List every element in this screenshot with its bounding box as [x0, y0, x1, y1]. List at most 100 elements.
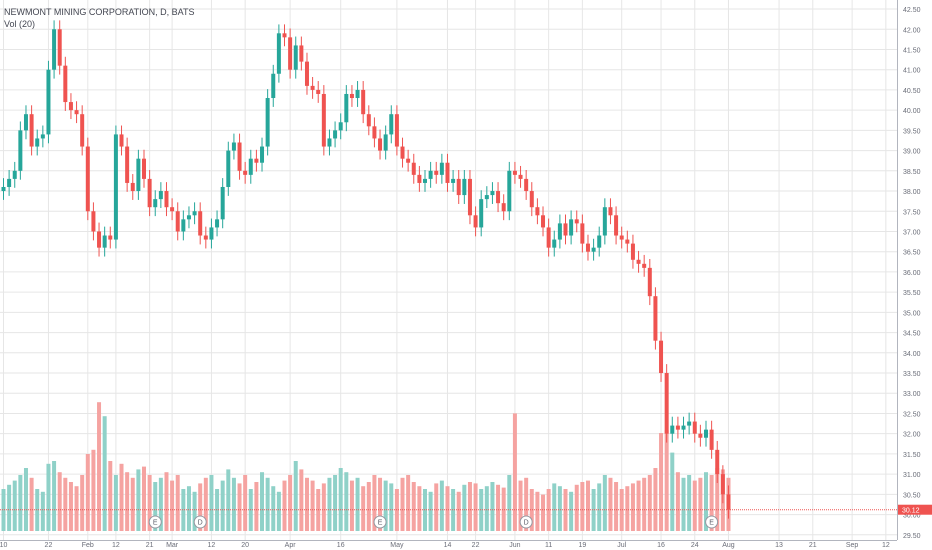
y-tick-label: 31.00	[903, 472, 921, 479]
volume-bar	[288, 475, 293, 531]
candle-body	[439, 162, 444, 175]
volume-bar	[142, 466, 146, 531]
candle-body	[614, 215, 619, 236]
last-price-badge	[898, 504, 932, 515]
volume-bar	[445, 486, 450, 531]
candle-body	[321, 93, 326, 147]
x-tick-label: 21	[146, 542, 154, 549]
volume-bar	[164, 472, 169, 531]
event-marker-circle	[705, 515, 719, 529]
volume-bar	[602, 475, 607, 531]
candle-body	[619, 235, 624, 240]
volume-bar	[344, 472, 349, 531]
candle-body	[653, 296, 658, 341]
candle-body	[108, 235, 113, 240]
volume-bar	[625, 486, 630, 531]
y-tick-label: 29.50	[903, 533, 921, 540]
x-tick-label: Aug	[722, 542, 735, 549]
candle-body	[378, 138, 383, 151]
candle-body	[355, 89, 360, 99]
x-tick-label: Mar	[166, 542, 179, 549]
candle-body	[417, 174, 422, 183]
event-marker-circle	[519, 515, 533, 529]
candle-body	[80, 114, 85, 147]
candle-body	[501, 203, 506, 212]
volume-bar	[479, 489, 484, 531]
candle-body	[625, 239, 630, 244]
event-marker[interactable]: E	[705, 515, 719, 529]
candle-body	[445, 162, 450, 183]
x-tick-label: 12	[208, 542, 216, 549]
candle-body	[35, 138, 40, 147]
volume-bar	[518, 480, 523, 531]
volume-bar	[434, 483, 439, 531]
candle-body	[74, 110, 79, 115]
candle-body	[7, 178, 12, 187]
event-marker[interactable]: D	[193, 515, 207, 529]
candle-body	[636, 259, 641, 264]
volume-bar	[203, 477, 208, 531]
volume-bar	[18, 475, 23, 531]
candle-body	[147, 178, 152, 208]
candle-body	[181, 219, 186, 232]
candle-body	[97, 231, 102, 248]
y-tick-label: 42.50	[903, 7, 921, 14]
y-tick-label: 41.50	[903, 47, 921, 54]
volume-bar	[209, 475, 214, 531]
candle-body	[608, 207, 613, 216]
candle-body	[687, 421, 692, 426]
candle-body	[467, 178, 472, 216]
event-marker-label: E	[378, 520, 383, 527]
candle-body	[428, 170, 433, 179]
candle-body	[186, 215, 191, 220]
x-tick-label: Jun	[509, 542, 520, 549]
candle-body	[271, 73, 276, 99]
volume-bar	[698, 477, 703, 531]
volume-bar	[653, 468, 658, 531]
event-marker[interactable]: D	[519, 515, 533, 529]
volume-bar	[647, 475, 652, 531]
y-tick-label: 39.50	[903, 128, 921, 135]
candle-body	[130, 182, 135, 192]
volume-bar	[608, 477, 613, 531]
candle-body	[456, 178, 461, 196]
candle-body	[383, 134, 388, 151]
volume-bar	[293, 461, 298, 531]
candle-body	[406, 158, 411, 163]
volume-bar	[473, 483, 478, 531]
volume-bar	[265, 477, 270, 531]
volume-bar	[642, 477, 647, 531]
volume-bar	[428, 491, 433, 531]
x-tick-label: 11	[545, 542, 552, 549]
candle-body	[518, 174, 523, 179]
volume-bar	[675, 472, 680, 531]
volume-bar	[243, 475, 248, 531]
candle-body	[715, 449, 720, 475]
volume-bar	[389, 483, 394, 531]
candle-body	[720, 474, 725, 495]
volume-bar	[23, 468, 28, 531]
volume-bar	[46, 463, 51, 531]
candle-body	[57, 29, 62, 66]
x-tick-label: Feb	[82, 542, 94, 549]
candle-body	[175, 211, 180, 232]
candle-body	[23, 114, 28, 131]
candle-body	[411, 162, 416, 175]
volume-bar	[557, 486, 562, 531]
candle-body	[484, 195, 489, 200]
event-marker[interactable]: E	[373, 515, 387, 529]
volume-bar	[220, 480, 225, 531]
volume-bar	[181, 489, 186, 531]
volume-bar	[12, 480, 17, 531]
event-marker-label: E	[153, 520, 158, 527]
candle-body	[580, 223, 585, 244]
volume-indicator-label: Vol (20)	[4, 19, 36, 29]
volume-bar	[383, 480, 388, 531]
volume-bar	[136, 469, 141, 531]
volume-bar	[91, 449, 96, 531]
event-marker[interactable]: E	[148, 515, 162, 529]
x-tick-label: May	[390, 542, 404, 549]
y-tick-label: 38.50	[903, 169, 921, 176]
candle-body	[310, 85, 315, 90]
